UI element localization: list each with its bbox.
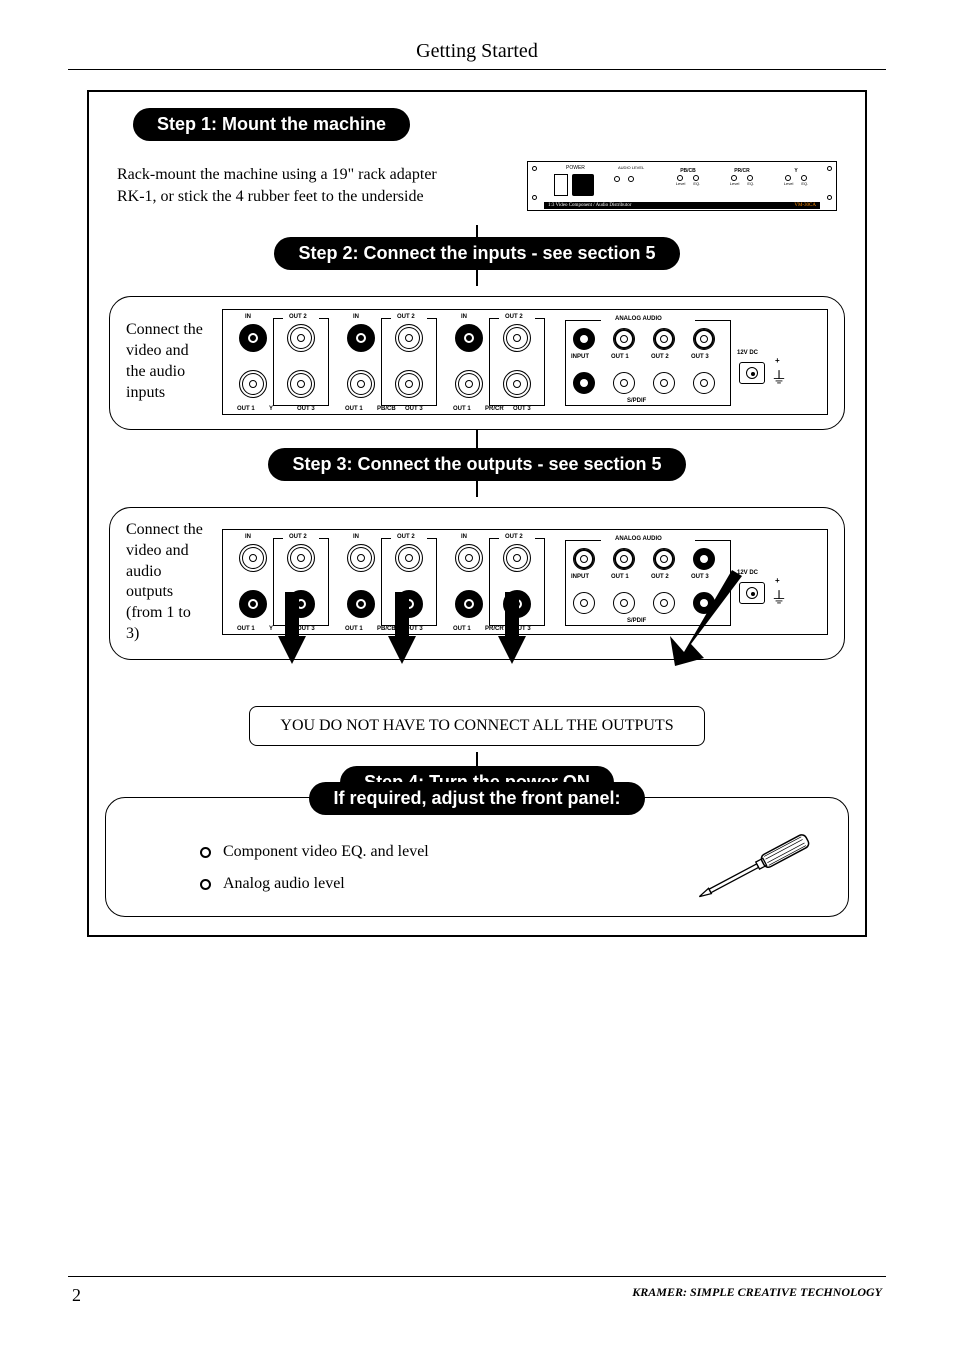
page-number: 2 [72,1285,81,1306]
step1-line2: RK-1, or stick the 4 rubber feet to the … [117,186,509,208]
fp-strip-right: VM-30CA [794,203,816,208]
step2-text: Connect the video and the audio inputs [126,320,208,403]
arrow-diag-icon [670,558,810,668]
fp-strip-left: 1:3 Video Component / Audio Distributor [548,203,631,208]
footer-brand: KRAMER: SIMPLE CREATIVE TECHNOLOGY [632,1285,882,1306]
arrow-icon [498,636,526,664]
step1-pill: Step 1: Mount the machine [133,108,410,141]
fp-power-label: POWER [566,165,585,171]
front-panel-diagram: POWER AUDIO LEVEL PB/CBLevelEQ.PR/CRLeve… [527,161,837,211]
header-rule [68,69,886,70]
step3-text: Connect the video and audio outputs (fro… [126,520,208,645]
step2-section: Step 2: Connect the inputs - see section… [89,239,865,430]
screwdriver-icon [690,832,820,902]
step1-line1: Rack-mount the machine using a 19" rack … [117,164,509,186]
step1-body: Rack-mount the machine using a 19" rack … [89,145,865,225]
step1-text: Rack-mount the machine using a 19" rack … [117,164,509,207]
rear-panel-step2: INOUT 2OUT 1YOUT 3INOUT 2OUT 1PB/CBOUT 3… [222,309,828,415]
adjust-pill: If required, adjust the front panel: [309,782,644,815]
main-figure: Step 1: Mount the machine Rack-mount the… [87,90,867,937]
fp-al-label: AUDIO LEVEL [618,165,644,170]
step2-bubble: Connect the video and the audio inputs I… [109,296,845,430]
arrow-icon [278,636,306,664]
step1-row: Step 1: Mount the machine [89,108,865,141]
step3-pill: Step 3: Connect the outputs - see sectio… [268,448,685,481]
step3-section: Step 3: Connect the outputs - see sectio… [89,450,865,746]
step3-note: YOU DO NOT HAVE TO CONNECT ALL THE OUTPU… [249,706,704,746]
page-header: Getting Started [68,40,886,63]
step3-bubble: Connect the video and audio outputs (fro… [109,507,845,660]
adjust-panel: If required, adjust the front panel: Com… [105,797,849,917]
step2-pill: Step 2: Connect the inputs - see section… [274,237,679,270]
arrow-icon [388,636,416,664]
